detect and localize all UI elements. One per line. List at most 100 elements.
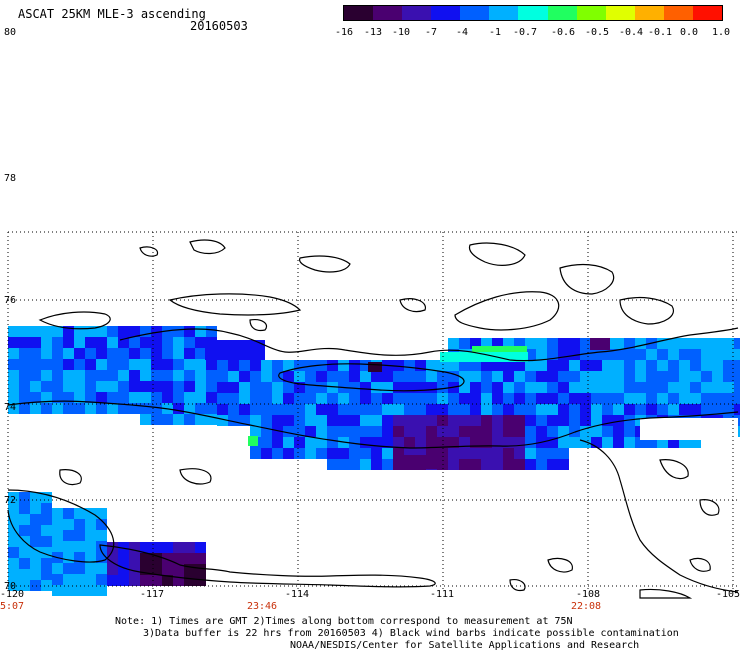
swath-cell <box>129 370 140 381</box>
swath-cell <box>217 382 228 393</box>
swath-cell <box>360 426 371 437</box>
swath-cell <box>382 415 393 426</box>
axis-labels: 80 78 76 74 72 70-120 -117 -114 -111 -108 -105 5:07… <box>0 27 740 612</box>
swath-cell <box>118 326 129 337</box>
color-scale-swatch <box>402 6 432 20</box>
swath-cell <box>415 415 426 426</box>
swath-cell <box>470 338 481 349</box>
swath-cell <box>195 326 206 337</box>
swath-cell <box>327 404 338 415</box>
swath-cell <box>569 349 580 360</box>
swath-cell <box>481 360 492 371</box>
swath-cell <box>140 542 151 553</box>
swath-cell <box>536 404 547 415</box>
swath-cell <box>635 338 646 349</box>
swath-cell <box>470 404 481 415</box>
swath-cell <box>657 338 668 349</box>
color-scale-swatch <box>460 6 490 20</box>
swath-cell <box>52 541 63 552</box>
swath-cell <box>206 370 217 381</box>
swath-cell <box>283 393 294 404</box>
swath-cell <box>437 437 448 448</box>
swath-cell <box>316 448 327 459</box>
color-scale-tick-label: -0.1 <box>647 27 673 38</box>
swath-cell <box>173 326 184 337</box>
swath-cell <box>635 371 646 382</box>
swath-cell <box>41 580 52 591</box>
swath-cell <box>162 348 173 359</box>
swath-cell <box>283 426 294 437</box>
color-scale-swatch <box>605 6 635 20</box>
swath-cell <box>19 503 30 514</box>
swath-cell <box>30 370 41 381</box>
swath-cell <box>525 338 536 349</box>
swath-cell <box>503 371 514 382</box>
swath-cell <box>492 448 503 459</box>
swath-cell <box>250 426 261 437</box>
swath-cell <box>635 404 646 415</box>
swath-cell <box>316 371 327 382</box>
swath-cell <box>294 360 305 371</box>
swath-cell <box>151 553 162 564</box>
swath-cell <box>448 448 459 459</box>
footer-note-1: Note: 1) Times are GMT 2)Times along bot… <box>115 616 573 627</box>
swath-cell <box>228 360 239 371</box>
swath-cell <box>118 564 129 575</box>
swath-cell <box>129 575 140 586</box>
swath-cell <box>690 360 701 371</box>
swath-cell <box>426 437 437 448</box>
swath-cell <box>360 404 371 415</box>
swath-cell <box>393 437 404 448</box>
swath-cell <box>173 392 184 403</box>
swath-cell <box>74 348 85 359</box>
swath-cell <box>360 459 371 470</box>
swath-cell <box>338 426 349 437</box>
swath-cell <box>107 575 118 586</box>
swath-cell <box>382 448 393 459</box>
swath-cell <box>206 392 217 403</box>
swath-cell <box>448 426 459 437</box>
swath-cell <box>195 392 206 403</box>
swath-cell <box>613 393 624 404</box>
swath-cell <box>195 414 206 425</box>
swath-cell <box>140 337 151 348</box>
swath-cell <box>426 382 437 393</box>
swath-cell <box>547 448 558 459</box>
swath-cell <box>338 393 349 404</box>
swath-cell <box>514 404 525 415</box>
swath-cell <box>118 337 129 348</box>
swath-cell <box>338 404 349 415</box>
swath-cell <box>448 338 459 349</box>
swath-cell <box>162 326 173 337</box>
swath-cell <box>371 393 382 404</box>
swath-cell <box>646 382 657 393</box>
swath-cell <box>712 393 723 404</box>
swath-cell <box>63 403 74 414</box>
swath-cell <box>734 360 740 371</box>
swath-cell <box>261 382 272 393</box>
swath-cell <box>503 382 514 393</box>
swath-cell <box>382 393 393 404</box>
swath-cell <box>547 371 558 382</box>
swath-cell <box>503 448 514 459</box>
swath-cell <box>679 382 690 393</box>
swath-cell <box>151 348 162 359</box>
swath-cell <box>30 359 41 370</box>
latitude-label: 72 <box>4 495 16 506</box>
swath-cell <box>602 360 613 371</box>
swath-cell <box>129 381 140 392</box>
swath-cell <box>217 415 228 426</box>
swath-cell <box>173 575 184 586</box>
swath-cell <box>723 371 734 382</box>
swath-cell <box>305 382 316 393</box>
swath-cell <box>294 404 305 415</box>
swath-cell <box>404 415 415 426</box>
swath-cell <box>393 393 404 404</box>
swath-cell <box>228 393 239 404</box>
swath-cell <box>547 459 558 470</box>
swath-cell <box>514 371 525 382</box>
swath-cell <box>404 437 415 448</box>
swath-cell <box>85 552 96 563</box>
swath-cell <box>503 393 514 404</box>
swath-cell <box>514 415 525 426</box>
